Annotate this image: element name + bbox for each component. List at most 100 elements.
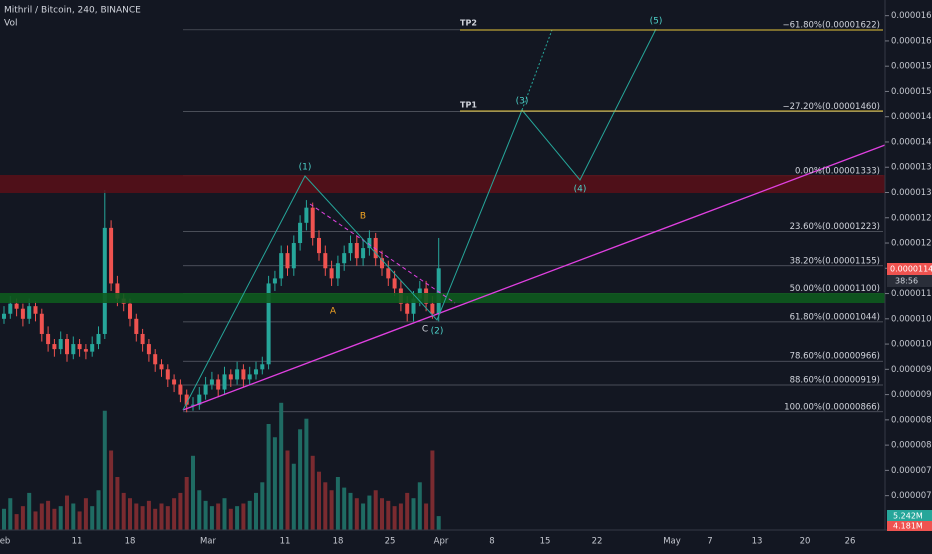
candle-body bbox=[380, 258, 384, 269]
tp-label: TP2 bbox=[460, 19, 477, 28]
y-tick-label: 0.00000750 bbox=[891, 466, 932, 476]
volume-bar bbox=[58, 506, 63, 530]
candle-body bbox=[20, 308, 25, 319]
countdown-tag bbox=[887, 275, 932, 287]
volume-bar bbox=[140, 506, 145, 530]
candle-body bbox=[304, 207, 309, 223]
x-tick-label: 8 bbox=[489, 537, 494, 547]
x-tick-label: 18 bbox=[125, 537, 136, 547]
candle-body bbox=[184, 394, 189, 405]
y-tick-label: 0.00001050 bbox=[891, 314, 932, 324]
volume-bar bbox=[266, 424, 271, 530]
volume-bar bbox=[165, 506, 170, 530]
y-tick-label: 0.00001300 bbox=[891, 188, 932, 198]
x-tick-label: 11 bbox=[280, 537, 291, 547]
y-tick-label: 0.00001100 bbox=[891, 289, 932, 299]
wave-label: (3) bbox=[516, 97, 529, 107]
trend-line bbox=[182, 144, 886, 411]
candle-body bbox=[102, 227, 107, 334]
volume-bar bbox=[329, 490, 334, 530]
candle-body bbox=[71, 344, 76, 355]
volume-bar bbox=[335, 477, 340, 530]
fib-label: 0.00%(0.00001333) bbox=[795, 166, 880, 176]
candle-body bbox=[172, 379, 177, 385]
volume-bar bbox=[272, 437, 277, 530]
candle-body bbox=[260, 364, 265, 370]
volume-bar bbox=[304, 418, 309, 530]
x-tick-label: eb bbox=[0, 537, 10, 547]
volume-bar bbox=[197, 490, 202, 530]
candle-body bbox=[235, 369, 240, 380]
candle-body bbox=[361, 248, 366, 259]
fib-label: 88.60%(0.00000919) bbox=[790, 375, 880, 385]
volume-bar bbox=[83, 498, 88, 530]
candle-body bbox=[83, 349, 88, 352]
symbol-title: Mithril / Bitcoin, 240, BINANCE bbox=[4, 6, 141, 16]
volume-bar bbox=[27, 492, 32, 530]
volume-bar bbox=[254, 492, 258, 530]
fib-label: 23.60%(0.00001223) bbox=[790, 222, 880, 232]
volume-bar bbox=[77, 511, 82, 530]
volume-bar bbox=[291, 463, 296, 530]
volume-bar bbox=[8, 498, 13, 530]
candle-body bbox=[247, 374, 252, 380]
candle-body bbox=[52, 344, 57, 350]
candle-body bbox=[216, 379, 221, 390]
volume-bar bbox=[367, 495, 372, 530]
volume-bar bbox=[191, 455, 195, 530]
candle-body bbox=[197, 394, 202, 405]
volume-bar bbox=[52, 508, 57, 530]
volume-bar bbox=[14, 514, 19, 530]
candle-body bbox=[8, 303, 13, 314]
volume-bar bbox=[46, 500, 51, 530]
y-tick-label: 0.00000950 bbox=[891, 365, 932, 375]
candle-body bbox=[291, 243, 296, 269]
candle-body bbox=[39, 313, 44, 334]
volume-tag-text: 5.242M bbox=[893, 512, 923, 521]
candle-body bbox=[178, 384, 183, 395]
candle-body bbox=[386, 268, 391, 279]
volume-bar bbox=[146, 500, 151, 530]
support-zone bbox=[0, 293, 885, 303]
fib-label: 38.20%(0.00001155) bbox=[790, 256, 880, 266]
wave-path bbox=[182, 28, 657, 411]
volume-bar bbox=[417, 482, 422, 530]
candle-body bbox=[46, 333, 51, 345]
volume-bar bbox=[128, 498, 132, 530]
volume-bar bbox=[241, 503, 246, 530]
candle-body bbox=[323, 253, 328, 269]
candle-body bbox=[411, 298, 416, 314]
candle-body bbox=[77, 344, 82, 350]
volume-bar bbox=[298, 429, 303, 530]
candle-body bbox=[109, 227, 114, 284]
y-tick-label: 0.00001450 bbox=[891, 112, 932, 122]
fib-label: −61.80%(0.00001622) bbox=[782, 20, 880, 30]
candle-body bbox=[279, 253, 284, 279]
volume-bar bbox=[222, 498, 227, 530]
y-tick-label: 0.00000800 bbox=[891, 441, 932, 451]
volume-bar bbox=[436, 516, 441, 530]
y-tick-label: 0.00001600 bbox=[891, 36, 932, 46]
countdown-text: 38:56 bbox=[895, 277, 918, 286]
candle-body bbox=[436, 268, 441, 314]
volume-bar bbox=[361, 503, 366, 530]
volume-bar bbox=[430, 450, 435, 530]
candle-body bbox=[272, 278, 277, 284]
candle-body bbox=[2, 313, 6, 319]
volume-tag bbox=[887, 521, 932, 531]
x-tick-label: 13 bbox=[752, 537, 763, 547]
candle-body bbox=[342, 253, 347, 264]
candle-body bbox=[165, 369, 170, 380]
candle-body bbox=[329, 268, 334, 279]
volume-bar bbox=[216, 503, 221, 530]
candle-body bbox=[222, 374, 227, 390]
x-tick-label: May bbox=[663, 537, 681, 547]
volume-bar bbox=[285, 450, 290, 530]
wave-label: (1) bbox=[299, 163, 312, 173]
wave-label: C bbox=[422, 325, 428, 335]
wave-label: (4) bbox=[574, 185, 587, 195]
x-tick-label: 7 bbox=[707, 537, 712, 547]
candle-body bbox=[367, 237, 372, 249]
candle-body bbox=[33, 306, 38, 314]
